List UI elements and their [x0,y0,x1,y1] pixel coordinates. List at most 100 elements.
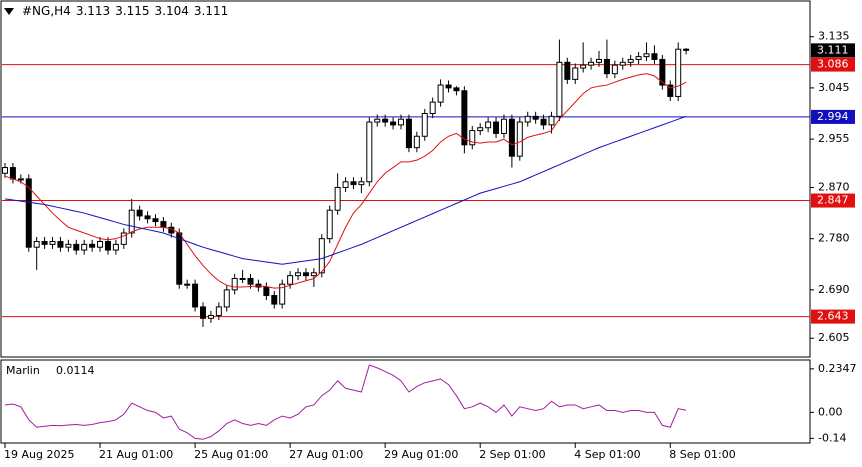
candle-body [112,243,119,251]
candle-body [350,181,357,186]
x-tick-label: 4 Sep 01:00 [574,448,640,461]
candle-body [97,241,104,248]
candle-body [9,167,16,180]
level-label-bg [811,193,855,208]
y-tick-label: 3.045 [818,81,850,94]
candle-body [508,118,515,157]
level-label-bg [811,309,855,324]
candle-body [429,101,436,115]
candle-body [247,277,254,285]
candle-body [445,84,452,89]
candle-body [318,238,325,274]
indicator-title: Marlin [6,364,40,377]
candle-body [192,283,199,308]
candle-body [524,115,531,123]
candle-body [405,118,412,149]
candle-body [17,178,24,181]
candle-body [596,58,602,63]
candle-body [627,58,634,63]
candle-body [41,241,48,245]
candle-body [532,115,539,120]
candle-body [548,115,555,126]
candle-body [326,209,333,240]
moving-average [4,73,687,289]
candle-body [160,221,167,228]
header-close: 3.111 [193,4,229,18]
candle-body [382,118,389,123]
level-label: 2.994 [817,110,849,123]
level-label: 3.086 [817,58,849,71]
y-tick-label: 2.690 [818,283,850,296]
indicator-panel-frame [0,359,811,444]
header-open: 3.113 [75,4,111,18]
candle-body [342,181,349,188]
candle-body [89,243,96,248]
menu-triangle[interactable] [4,7,14,15]
chart-header: #NG,H4 3.113 3.115 3.104 3.111 [4,4,228,18]
candle-body [65,243,72,248]
candle-body [215,306,222,316]
candle-body [358,181,365,186]
candle-body [263,286,270,297]
candle-body [398,118,404,126]
y-tick-label: 2.870 [818,180,850,193]
indicator-line [4,364,687,440]
candle-body [461,90,468,146]
candle-body [295,272,302,277]
y-tick-label: 2.955 [818,132,850,145]
level-label-bg [811,57,855,72]
candle-body [667,84,674,97]
candle-body [603,58,610,75]
candle-body [437,84,444,103]
y-tick-label: 2.780 [818,232,850,245]
level-label: 2.643 [817,310,849,323]
candle-body [310,272,317,277]
y-tick-label: 2.605 [818,331,850,344]
candle-body [413,135,420,149]
candle-body [485,121,492,129]
candle-body [302,272,309,277]
candle-body [366,121,373,183]
candle-body [556,61,563,117]
candle-body [390,121,397,126]
candle-body [207,314,214,319]
price-label: 3.111 [817,43,849,56]
candle-body [136,209,143,217]
candle-body [279,283,286,305]
moving-average [4,115,687,265]
x-tick-label: 27 Aug 01:00 [289,448,363,461]
level-label: 2.847 [817,194,849,207]
y-tick-label: -0.14 [818,431,846,444]
candle-body [651,53,658,60]
x-tick-label: 25 Aug 01:00 [194,448,268,461]
candle-body [635,56,642,60]
candle-body [128,209,135,234]
candle-body [334,186,341,211]
candle-body [619,61,626,66]
x-tick-label: 21 Aug 01:00 [99,448,173,461]
candle-body [477,127,484,132]
candle-body [49,241,56,245]
candle-body [2,167,8,174]
candle-body [120,232,127,245]
candle-body [580,64,587,69]
candle-body [104,241,111,251]
candle-body [287,275,294,285]
x-tick-label: 29 Aug 01:00 [384,448,458,461]
y-tick-label: 0.2347 [818,362,857,375]
y-tick-label: 3.135 [818,30,850,43]
candle-body [73,243,80,251]
candle-body [500,118,507,134]
candle-body [564,61,571,80]
x-tick-label: 19 Aug 2025 [4,448,74,461]
candle-body [572,67,579,80]
symbol: #NG,H4 [22,4,71,18]
candle-body [588,61,595,66]
candle-body [374,118,381,123]
candle-body [493,121,500,134]
indicator-value: 0.0114 [56,364,95,377]
candle-body [152,218,159,223]
candle-body [453,87,460,92]
candle-body [176,232,183,285]
